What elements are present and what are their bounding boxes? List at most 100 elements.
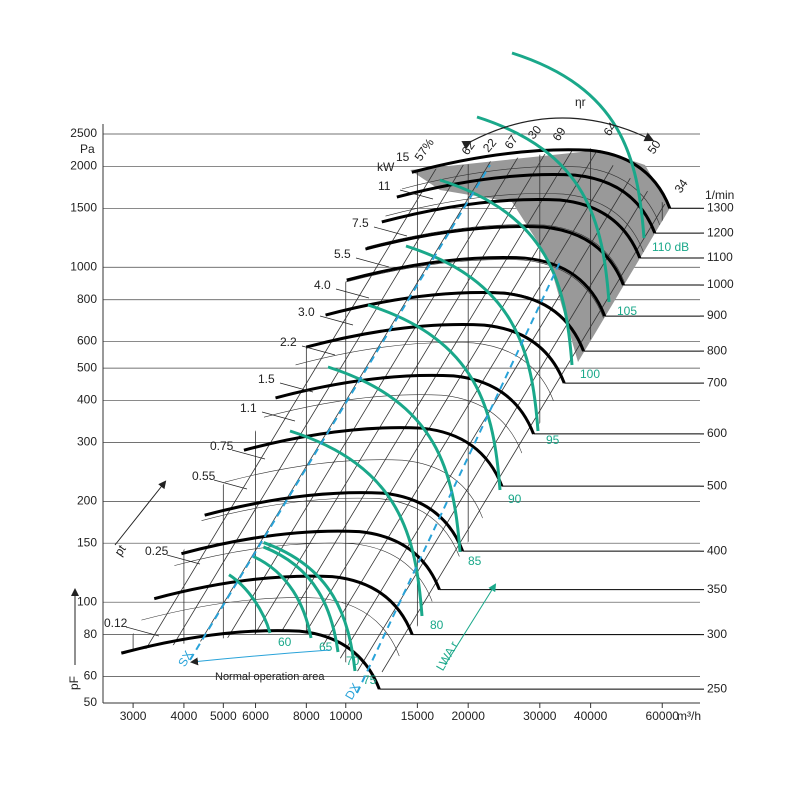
speed-label: 700 <box>707 375 727 389</box>
y-tick-label: 80 <box>84 627 98 641</box>
efficiency-label: 62 <box>459 138 478 157</box>
x-tick-label: 30000 <box>523 709 557 723</box>
diagonal-line <box>206 148 538 673</box>
sound-label: 110 dB <box>652 240 689 254</box>
note: Normal operation area <box>215 671 325 683</box>
pressure-arrow <box>114 480 167 546</box>
power-leader <box>125 626 160 637</box>
efficiency-arrow <box>461 117 655 150</box>
power-leader <box>399 189 434 200</box>
y-tick-label: 500 <box>77 360 97 374</box>
sound-arrow <box>444 583 497 666</box>
x-tick-label: 60000 <box>646 709 680 723</box>
x-tick-label: 3000 <box>120 709 147 723</box>
efficiency-label: 69 <box>550 124 569 143</box>
power-leader <box>335 288 370 299</box>
power-label: 4.0 <box>314 278 331 292</box>
x-tick-label: 15000 <box>401 709 435 723</box>
operating-line <box>189 164 491 661</box>
y-tick-label: 300 <box>77 435 97 449</box>
efficiency-label: 50 <box>645 137 664 156</box>
speed-curve <box>243 426 504 487</box>
sound-label: 85 <box>468 554 482 568</box>
speed-curve-thin <box>345 259 604 319</box>
sound-curve <box>252 554 313 639</box>
speed-label: 250 <box>707 681 727 695</box>
y-tick-label: 1000 <box>70 259 97 273</box>
speed-label: 1100 <box>707 250 733 264</box>
speed-label: 400 <box>707 543 727 557</box>
speed-label: 600 <box>707 426 727 440</box>
sound-curve <box>228 573 272 634</box>
operating-label: SX <box>175 648 195 669</box>
power-leader <box>319 315 354 326</box>
sound-label: 75 <box>363 673 377 687</box>
efficiency-label: 34 <box>672 176 691 195</box>
speed-label: 900 <box>707 308 727 322</box>
x-tick-label: 5000 <box>210 709 237 723</box>
y-tick-label: 400 <box>77 393 97 407</box>
power-label: 3.0 <box>298 305 315 319</box>
sound-curve <box>439 178 574 366</box>
speed-curve-thin <box>201 497 460 557</box>
power-label: 5.5 <box>334 247 351 261</box>
speed-curve <box>325 291 585 352</box>
speed-label: 500 <box>707 478 727 492</box>
power-label: 1.1 <box>240 401 257 415</box>
speed-curve-thin <box>295 342 554 402</box>
power-label: 0.75 <box>210 439 234 453</box>
speed-curve-thin <box>263 394 523 454</box>
speed-curve-thin <box>401 166 661 226</box>
power-label: 15 <box>396 150 410 164</box>
speed-label: 1000 <box>707 277 734 291</box>
pressure-label: pt <box>112 542 130 559</box>
power-label: 0.25 <box>145 544 169 558</box>
efficiency-label: 57% <box>412 136 437 164</box>
speed-label: 800 <box>707 343 727 357</box>
power-label: 7.5 <box>352 216 369 230</box>
y-tick-label: 60 <box>84 669 98 683</box>
y-tick-label: 1500 <box>70 200 97 214</box>
speed-curve <box>153 574 414 636</box>
speed-curve <box>346 256 607 317</box>
speed-curve <box>305 323 566 384</box>
speed-label: 300 <box>707 627 727 641</box>
speed-label: 1200 <box>707 225 734 239</box>
sound-label: 105 <box>617 304 637 318</box>
power-unit: kW <box>377 160 395 174</box>
y-tick-label: 100 <box>77 594 97 608</box>
power-leader <box>261 411 296 422</box>
sound-label: 90 <box>508 492 522 506</box>
x-tick-label: 40000 <box>574 709 608 723</box>
efficiency-label: ηr <box>575 95 586 109</box>
diagonal-line <box>306 148 638 673</box>
y-tick-label: 200 <box>77 494 97 508</box>
y-label: pF <box>67 676 81 690</box>
power-leader <box>279 382 314 393</box>
power-label: 2.2 <box>280 335 297 349</box>
speed-curve <box>275 373 535 435</box>
speed-curve <box>411 148 672 209</box>
speed-curve <box>381 197 642 259</box>
power-leader <box>301 345 336 356</box>
speed-unit: 1/min <box>705 188 734 202</box>
power-label: 0.12 <box>104 616 128 630</box>
diagonal-line <box>156 148 488 673</box>
y-tick-label: 2500 <box>70 126 97 140</box>
x-tick-label: 6000 <box>242 709 269 723</box>
speed-curve-thin <box>141 597 400 657</box>
y-tick-label: 800 <box>77 292 97 306</box>
y-tick-label: 2000 <box>70 159 97 173</box>
speed-curve-thin <box>366 224 625 284</box>
operation-arrow <box>190 649 331 666</box>
sound-curve <box>476 115 611 303</box>
speed-label: 1300 <box>707 200 734 214</box>
power-label: 22 <box>480 135 500 154</box>
x-tick-label: 20000 <box>452 709 486 723</box>
diagonal-line <box>281 148 613 673</box>
power-leader <box>166 554 201 565</box>
x-unit: m³/h <box>677 709 701 723</box>
marks: 1300 1200 1100 1000 900 800 700 600 500 400 350 300… <box>104 51 734 702</box>
sound-label: 65 <box>319 640 333 654</box>
